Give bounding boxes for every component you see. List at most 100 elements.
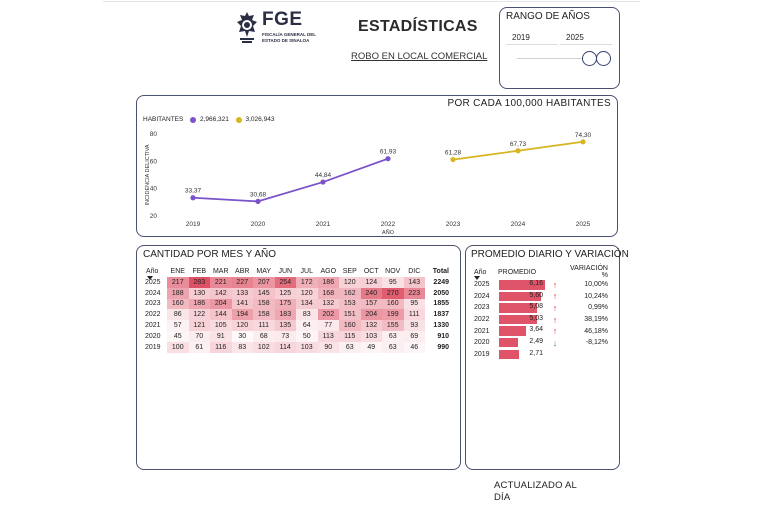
monthly-row[interactable]: 2021 57 121 105 120 111 135 64 77 160 132 155 93 1330 — [143, 320, 451, 331]
top-divider — [103, 1, 640, 2]
data-point — [515, 148, 521, 154]
daily-variation-value: 10,24% — [584, 292, 608, 300]
daily-row-year: 2025 — [474, 281, 490, 289]
monthly-matrix-panel: CANTIDAD POR MES Y AÑO Año ENE FEB MAR ABR MA… — [136, 245, 461, 470]
daily-avg-value: 3,64 — [529, 326, 543, 334]
monthly-cell: 121 — [188, 320, 210, 331]
range-slider-start-handle[interactable] — [582, 51, 597, 66]
arrow-up-icon: ↑ — [552, 279, 558, 290]
monthly-cell: 105 — [210, 320, 232, 331]
daily-variation-value — [564, 349, 614, 361]
monthly-header-year[interactable]: Año — [143, 265, 167, 280]
monthly-row[interactable]: 2024 188 130 142 133 145 125 120 168 162 240 270 223… — [143, 287, 451, 299]
monthly-cell: 194 — [231, 309, 253, 321]
monthly-cell: 168 — [317, 287, 339, 299]
monthly-cell: 204 — [360, 309, 382, 321]
monthly-cell: 227 — [231, 277, 253, 288]
monthly-cell: 69 — [403, 330, 425, 342]
daily-header-avg[interactable]: PROMEDIO — [498, 268, 537, 276]
daily-variation-value: -8,12% — [585, 339, 608, 347]
monthly-row-total: 1855 — [433, 300, 449, 308]
daily-header-year[interactable]: Año — [471, 265, 498, 280]
arrow-up-icon: ↑ — [552, 326, 558, 337]
monthly-header-month[interactable]: ENE — [170, 267, 185, 275]
daily-header-var[interactable]: VARIACIÓN % — [570, 265, 608, 279]
range-to-input[interactable]: 2025 — [560, 30, 612, 45]
monthly-row[interactable]: 2025 217 283 221 227 207 254 172 186 120 124 95 143 2… — [143, 277, 451, 288]
daily-row[interactable]: 2022 5,03 ↑ 38,19% — [471, 314, 614, 326]
data-label: 74,30 — [575, 132, 592, 139]
monthly-header-month[interactable]: DIC — [408, 267, 421, 275]
monthly-cell: 132 — [360, 320, 382, 331]
daily-row[interactable]: 2023 5,08 ↑ 0,99% — [471, 302, 614, 314]
daily-row[interactable]: 2024 5,60 ↑ 10,24% — [471, 291, 614, 303]
monthly-row-year: 2022 — [145, 311, 161, 319]
monthly-cell: 57 — [167, 320, 189, 331]
daily-row[interactable]: 2021 3,64 ↑ 46,18% — [471, 325, 614, 337]
monthly-cell: 95 — [403, 298, 425, 310]
page-title: ESTADÍSTICAS — [358, 18, 478, 35]
monthly-cell: 162 — [339, 287, 361, 299]
monthly-cell: 133 — [231, 287, 253, 299]
range-slider-track[interactable] — [517, 58, 590, 59]
monthly-cell: 103 — [296, 341, 318, 353]
monthly-cell: 142 — [210, 287, 232, 299]
monthly-cell: 102 — [253, 341, 275, 353]
monthly-row-year: 2024 — [145, 289, 161, 297]
daily-avg-cell: 5,03 — [498, 314, 546, 326]
daily-avg-cell: 5,08 — [498, 302, 546, 314]
y-tick-label: 20 — [150, 213, 158, 220]
monthly-cell: 49 — [360, 341, 382, 353]
monthly-cell: 83 — [231, 341, 253, 353]
monthly-header-month[interactable]: MAY — [256, 267, 272, 275]
monthly-row[interactable]: 2023 160 186 204 141 158 175 134 132 153 157 160 95 1… — [143, 298, 451, 310]
monthly-header-month[interactable]: JUL — [300, 267, 313, 275]
arrow-down-icon: ↓ — [552, 337, 558, 348]
y-tick-label: 40 — [150, 186, 158, 193]
daily-average-panel: PROMEDIO DIARIO Y VARIACIÓN Año PROMEDIO… — [465, 245, 629, 470]
monthly-header-month[interactable]: OCT — [363, 267, 379, 275]
chart-legend: HABITANTES 2,966,321 3,026,943 — [143, 116, 274, 123]
daily-row[interactable]: 2020 2,49 ↓ -8,12% — [471, 337, 614, 349]
monthly-cell: 134 — [296, 298, 318, 310]
monthly-cell: 61 — [188, 341, 210, 353]
monthly-cell: 143 — [403, 277, 425, 288]
trend-empty — [546, 349, 564, 361]
monthly-cell: 116 — [210, 341, 232, 353]
daily-row[interactable]: 2019 2,71 — [471, 349, 614, 361]
legend-series-2[interactable]: 3,026,943 — [245, 116, 275, 123]
monthly-row[interactable]: 2020 45 70 91 30 68 73 50 113 115 103 63 69 910 — [143, 330, 451, 342]
range-from-input[interactable]: 2019 — [506, 30, 558, 45]
monthly-row[interactable]: 2022 86 122 144 194 158 183 83 202 151 204 199 111 18… — [143, 309, 451, 321]
monthly-header-month[interactable]: NOV — [385, 267, 401, 275]
daily-avg-value: 2,49 — [529, 337, 543, 345]
x-tick-label: 2024 — [511, 221, 526, 228]
monthly-header-total[interactable]: Total — [432, 267, 449, 275]
monthly-cell: 199 — [382, 309, 404, 321]
series-line-1 — [192, 157, 389, 203]
monthly-cell: 111 — [403, 309, 425, 321]
legend-series-1[interactable]: 2,966,321 — [199, 116, 229, 123]
monthly-cell: 115 — [339, 330, 361, 342]
daily-avg-cell: 2,49 — [498, 337, 546, 349]
monthly-header-month[interactable]: JUN — [278, 267, 293, 275]
x-tick-label: 2025 — [576, 221, 591, 228]
monthly-header-month[interactable]: MAR — [212, 267, 229, 275]
legend-dot-yellow — [235, 116, 242, 123]
monthly-header-month[interactable]: AGO — [320, 267, 337, 275]
monthly-cell: 91 — [210, 330, 232, 342]
data-point — [450, 156, 456, 163]
range-slider-end-handle[interactable] — [596, 51, 611, 66]
x-tick-label: 2019 — [186, 221, 201, 228]
monthly-cell: 130 — [188, 287, 210, 299]
logo-subtitle-line-1: FISCALÍA GENERAL DEL — [262, 32, 317, 37]
daily-row[interactable]: 2025 6,16 ↑ 10,00% — [471, 279, 614, 291]
monthly-header-month[interactable]: SEP — [342, 267, 357, 275]
monthly-cell: 111 — [253, 320, 275, 331]
monthly-row[interactable]: 2019 100 61 116 83 102 114 103 90 63 49 63 46 990 — [143, 341, 451, 353]
monthly-cell: 83 — [296, 309, 318, 321]
monthly-header-month[interactable]: ABR — [235, 267, 250, 275]
monthly-cell: 217 — [167, 277, 189, 288]
monthly-cell: 254 — [274, 277, 296, 288]
monthly-header-month[interactable]: FEB — [192, 267, 207, 275]
